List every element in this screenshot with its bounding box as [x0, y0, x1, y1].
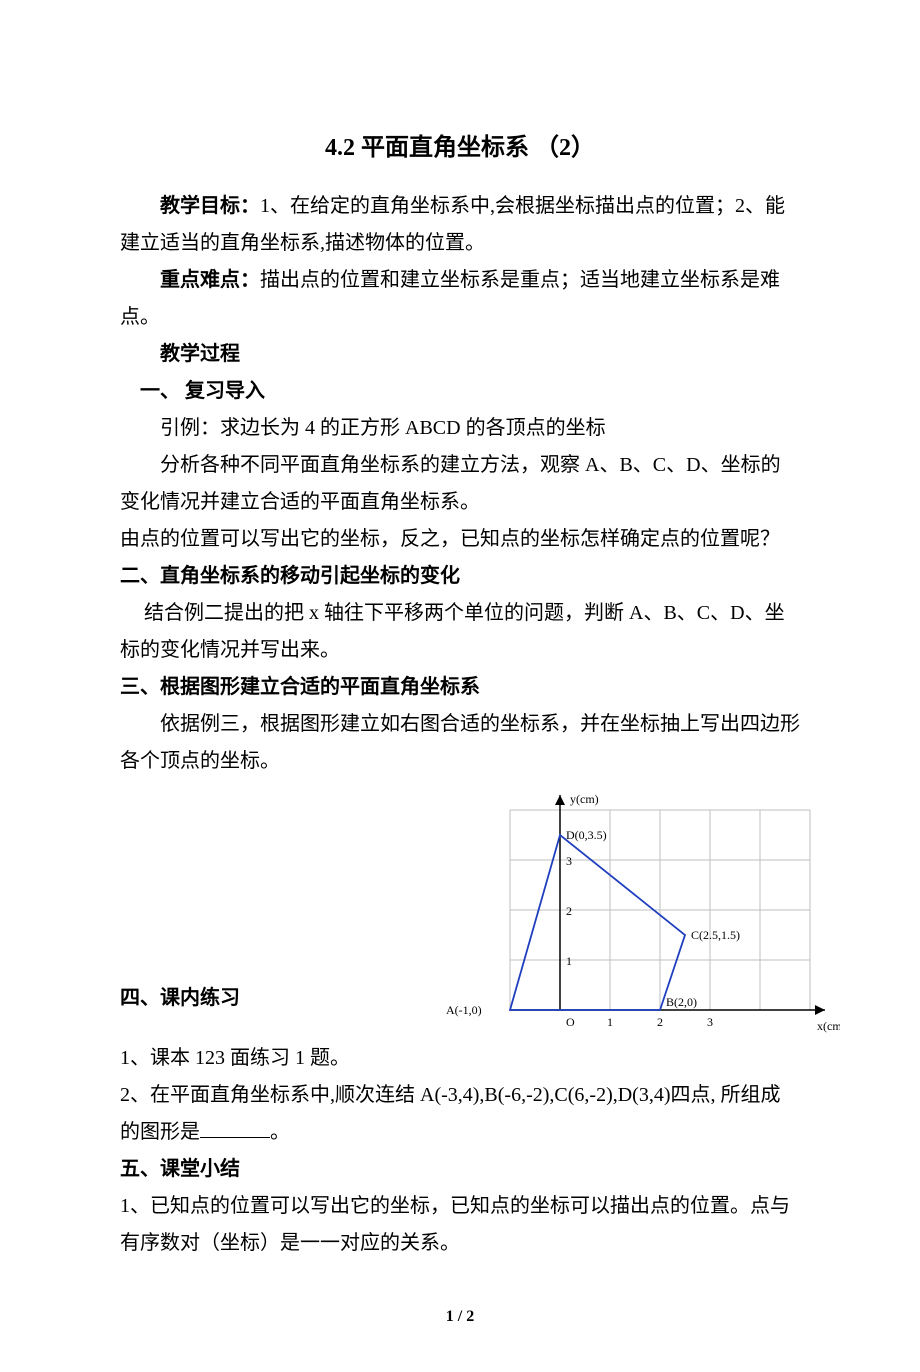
section-2-heading: 二、直角坐标系的移动引起坐标的变化 [120, 558, 800, 595]
svg-text:B(2,0): B(2,0) [666, 995, 697, 1009]
keypoint-label: 重点难点： [160, 269, 260, 291]
section-1-heading: 一、 复习导入 [120, 373, 800, 410]
svg-text:C(2.5,1.5): C(2.5,1.5) [691, 928, 740, 942]
section-3-p1: 依据例三，根据图形建立如右图合适的坐标系，并在坐标抽上写出四边形各个顶点的坐标。 [120, 706, 800, 780]
svg-text:3: 3 [566, 854, 572, 868]
process-heading: 教学过程 [120, 336, 800, 373]
section-5-heading: 五、课堂小结 [120, 1151, 800, 1188]
page-number: 1 / 2 [120, 1302, 800, 1332]
svg-text:2: 2 [657, 1015, 663, 1029]
section-1-p2: 分析各种不同平面直角坐标系的建立方法，观察 A、B、C、D、坐标的变化情况并建立… [120, 447, 800, 521]
key-points: 重点难点：描出点的位置和建立坐标系是重点；适当地建立坐标系是难点。 [120, 262, 800, 336]
svg-text:2: 2 [566, 904, 572, 918]
svg-text:3: 3 [707, 1015, 713, 1029]
svg-text:x(cm): x(cm) [817, 1019, 840, 1033]
figure-block: 四、课内练习 O123123x(cm)y(cm)A(-1,0)B(2,0)C(2… [120, 780, 800, 1040]
svg-text:1: 1 [607, 1015, 613, 1029]
section-1-p3: 由点的位置可以写出它的坐标，反之，已知点的坐标怎样确定点的位置呢？ [120, 521, 800, 558]
figure-left-column: 四、课内练习 [120, 780, 400, 1017]
document-page: 4.2 平面直角坐标系 （2） 教学目标：1、在给定的直角坐标系中,会根据坐标描… [0, 0, 920, 1372]
section-3-heading: 三、根据图形建立合适的平面直角坐标系 [120, 669, 800, 706]
svg-text:D(0,3.5): D(0,3.5) [566, 828, 607, 842]
page-title: 4.2 平面直角坐标系 （2） [120, 126, 800, 170]
goal-label: 教学目标： [160, 195, 260, 217]
svg-text:1: 1 [566, 954, 572, 968]
svg-text:y(cm): y(cm) [570, 792, 599, 806]
section-1-p1: 引例：求边长为 4 的正方形 ABCD 的各顶点的坐标 [120, 410, 800, 447]
section-4-q2: 2、在平面直角坐标系中,顺次连结 A(-3,4),B(-6,-2),C(6,-2… [120, 1077, 800, 1151]
section-4-heading: 四、课内练习 [120, 980, 400, 1017]
svg-text:O: O [566, 1015, 575, 1029]
teaching-goal: 教学目标：1、在给定的直角坐标系中,会根据坐标描出点的位置；2、能建立适当的直角… [120, 188, 800, 262]
coordinate-figure: O 1 2 3 1 2 3 x(cm) y(cm) A(-1,0) B(2,0) C(2.5,1.5)… [440, 780, 840, 1060]
svg-text:A(-1,0): A(-1,0) [446, 1003, 482, 1017]
fill-blank [200, 1117, 270, 1138]
section-2-p1: 结合例二提出的把 x 轴往下平移两个单位的问题，判断 A、B、C、D、坐标的变化… [120, 595, 800, 669]
section-5-p1: 1、已知点的位置可以写出它的坐标，已知点的坐标可以描出点的位置。点与有序数对（坐… [120, 1188, 800, 1262]
q2-text-b: 。 [270, 1121, 290, 1143]
